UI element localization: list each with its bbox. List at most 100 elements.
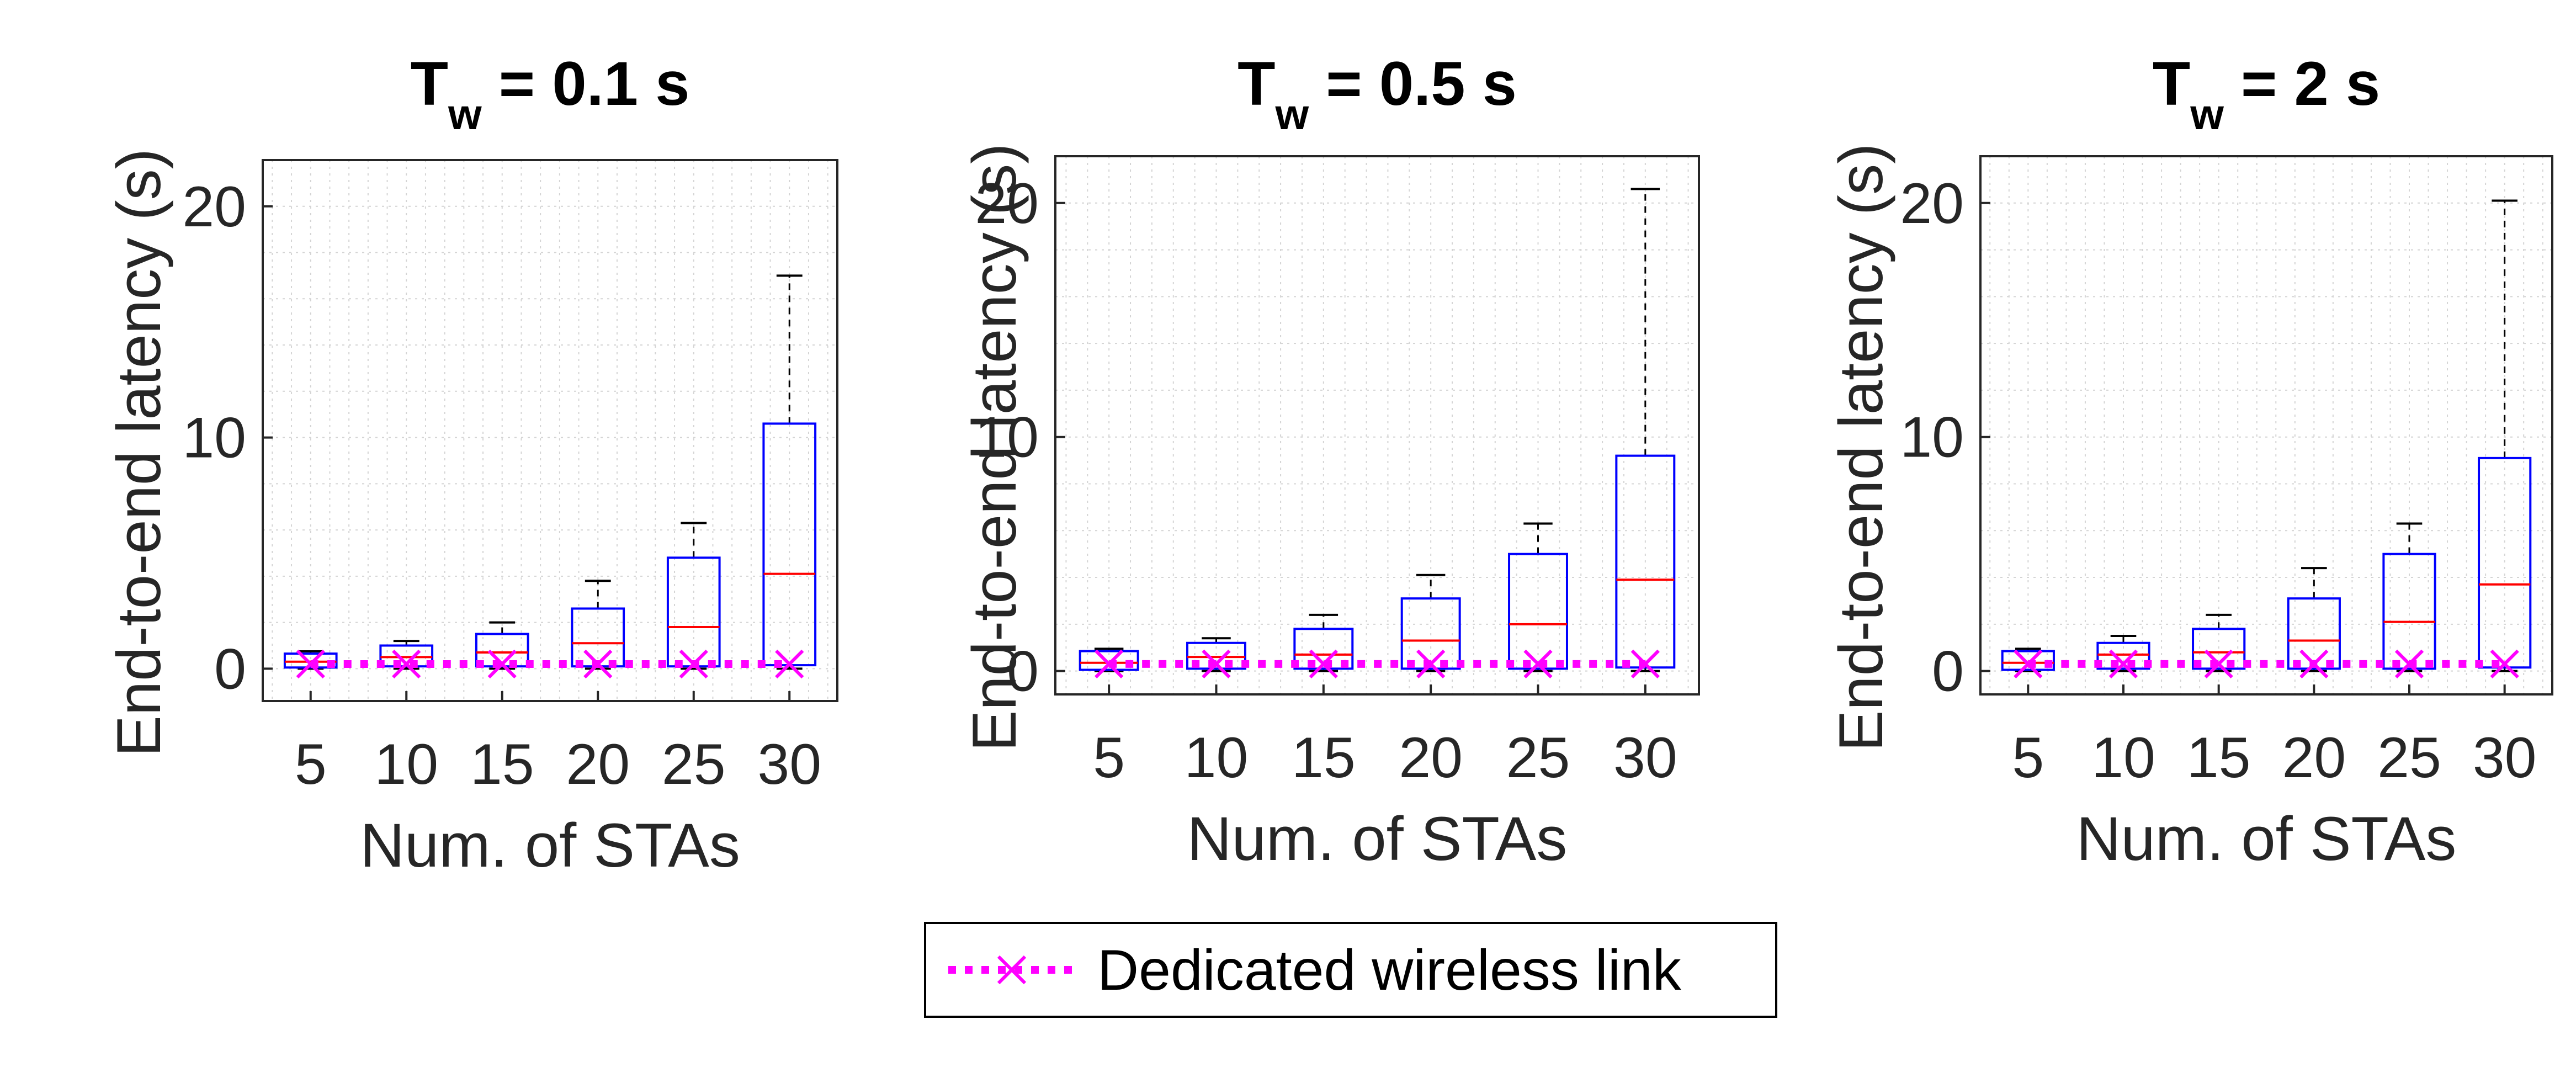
legend-marker-x (997, 955, 1027, 985)
axes-frame (1979, 155, 2553, 696)
dedicated-marker-15 (2204, 649, 2233, 679)
x-axis-label: Num. of STAs (2076, 804, 2457, 873)
legend-x-marker (997, 955, 1027, 985)
series-dedicated-wireless-link (296, 649, 804, 679)
box-iqr (2382, 553, 2436, 670)
dedicated-marker-30 (1630, 649, 1660, 679)
dedicated-marker-25 (1523, 649, 1553, 679)
x-tick-label: 25 (1506, 726, 1570, 790)
dedicated-marker-25-stroke-b (2394, 649, 2424, 679)
box-iqr (2001, 650, 2055, 671)
dedicated-marker-5-stroke-b (2014, 649, 2043, 679)
panel-2: 0 10 20 5 10 15 20 25 30 Num. of STAs End-to-end l… (960, 49, 1700, 873)
dedicated-marker-5 (296, 649, 325, 679)
dedicated-marker-30-stroke-b (775, 649, 804, 679)
dedicated-marker-30-stroke-b (2490, 649, 2519, 679)
panel-title: Tw = 0.5 s (1237, 49, 1517, 139)
dedicated-marker-25-stroke-b (1523, 649, 1553, 679)
y-tick-label: 20 (182, 175, 246, 239)
y-tick-label: 10 (1900, 406, 1964, 470)
x-tick-label: 20 (1399, 726, 1463, 790)
y-tick-label: 10 (975, 406, 1039, 470)
y-tick-label: 0 (1007, 640, 1039, 704)
dedicated-marker-30 (775, 649, 804, 679)
x-tick-label: 5 (2012, 726, 2044, 790)
box-iqr (2192, 628, 2246, 670)
dedicated-marker-15-stroke-b (2204, 649, 2233, 679)
dedicated-marker-20-stroke-b (2299, 649, 2329, 679)
x-tick-label: 25 (2377, 726, 2441, 790)
axes-frame (262, 159, 838, 702)
y-tick-label: 10 (182, 406, 246, 470)
x-tick-label: 20 (566, 732, 630, 797)
x-tick-label: 5 (1093, 726, 1125, 790)
box-30 (2478, 199, 2532, 672)
dedicated-marker-30 (2490, 649, 2519, 679)
dedicated-marker-20-stroke-b (583, 649, 613, 679)
x-tick-label: 15 (1292, 726, 1356, 790)
dedicated-marker-10-stroke-b (392, 649, 421, 679)
y-tick-label: 20 (975, 172, 1039, 236)
dedicated-marker-5 (2014, 649, 2043, 679)
dedicated-marker-25-stroke-b (679, 649, 708, 679)
box-25 (1508, 522, 1568, 672)
box-iqr (1400, 597, 1461, 670)
legend-label: Dedicated wireless link (1097, 938, 1682, 1002)
dedicated-marker-25 (2394, 649, 2424, 679)
dedicated-marker-30-stroke-b (1630, 649, 1660, 679)
box-iqr (2096, 641, 2150, 670)
x-tick-label: 5 (295, 732, 327, 797)
box-iqr (2478, 456, 2532, 669)
axes-frame (1054, 155, 1700, 696)
x-axis-label: Num. of STAs (1187, 804, 1568, 873)
series-dedicated-wireless-link (1095, 649, 1660, 679)
y-axis-label: End-to-end latency (s) (1826, 144, 1895, 752)
box-iqr (1186, 641, 1246, 670)
dedicated-marker-10 (2108, 649, 2138, 679)
x-tick-label: 30 (757, 732, 821, 797)
x-tick-label: 15 (470, 732, 534, 797)
x-tick-label: 20 (2282, 726, 2346, 790)
dedicated-marker-15-stroke-b (487, 649, 517, 679)
dedicated-marker-20-stroke-b (1416, 649, 1446, 679)
grid (263, 160, 837, 701)
dedicated-marker-10 (392, 649, 421, 679)
legend-marker-x-stroke-b (997, 955, 1027, 985)
box-25 (2382, 522, 2436, 672)
x-tick-label: 15 (2187, 726, 2251, 790)
dedicated-marker-10 (1202, 649, 1231, 679)
dedicated-marker-5 (1095, 649, 1124, 679)
dedicated-marker-15 (487, 649, 517, 679)
box-20 (1400, 574, 1461, 672)
plot-area (1980, 156, 2552, 694)
x-tick-label: 30 (2473, 726, 2537, 790)
dedicated-marker-15-stroke-b (1309, 649, 1338, 679)
panel-1: 0 10 20 5 10 15 20 25 30 Num. of STAs End-to-end l… (104, 49, 838, 880)
x-tick-label: 10 (2091, 726, 2155, 790)
box-15 (1293, 613, 1354, 672)
x-axis-label: Num. of STAs (360, 811, 740, 880)
box-iqr (2287, 597, 2341, 670)
dedicated-marker-5-stroke-b (1095, 649, 1124, 679)
series-dedicated-wireless-link (2014, 649, 2519, 679)
y-axis-label: End-to-end latency (s) (960, 144, 1029, 752)
box-10 (1186, 637, 1246, 672)
dedicated-marker-15 (1309, 649, 1338, 679)
x-tick-label: 25 (662, 732, 726, 797)
plot-area (263, 160, 837, 701)
y-tick-label: 20 (1900, 172, 1964, 236)
dedicated-marker-25 (679, 649, 708, 679)
y-tick-label: 0 (1932, 640, 1964, 704)
dedicated-marker-20 (1416, 649, 1446, 679)
panel-title: Tw = 2 s (2153, 49, 2380, 139)
box-iqr (1508, 553, 1568, 670)
x-tick-label: 30 (1613, 726, 1677, 790)
dedicated-marker-10-stroke-b (2108, 649, 2138, 679)
box-iqr (1293, 628, 1354, 670)
x-tick-label: 10 (374, 732, 438, 797)
panel-title: Tw = 0.1 s (411, 49, 690, 139)
dedicated-marker-20 (583, 649, 613, 679)
